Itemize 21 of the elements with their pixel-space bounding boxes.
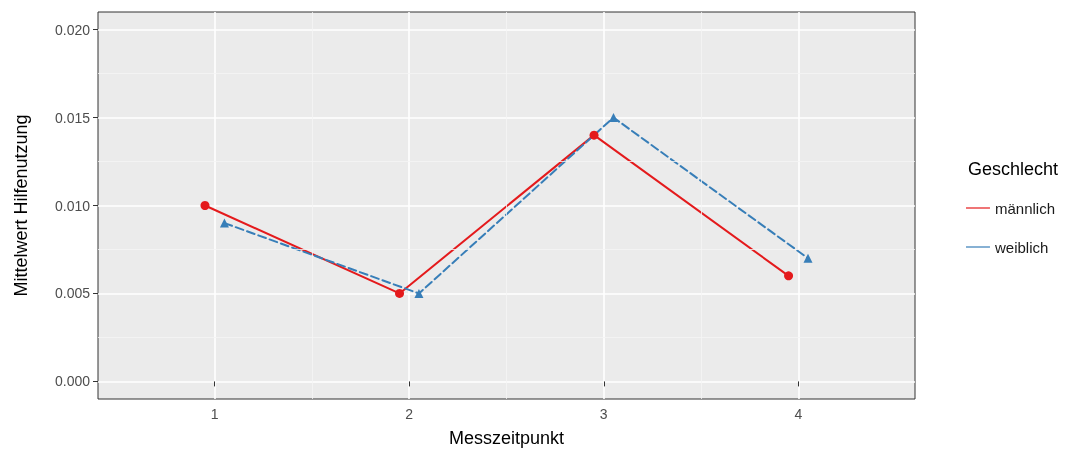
y-tick-label: 0.010 — [54, 197, 91, 214]
legend-title: Geschlecht — [967, 159, 1058, 179]
y-tick-label: 0.020 — [54, 21, 91, 38]
point — [200, 201, 210, 210]
point — [395, 288, 405, 298]
y-tick-label: 0.015 — [54, 109, 91, 126]
y-axis-title: Mittelwert Hilfenutzung — [11, 114, 31, 297]
point — [784, 271, 794, 281]
point — [414, 288, 424, 298]
legend-label: weiblich — [993, 238, 1049, 256]
y-tick-label: 0.005 — [54, 285, 91, 302]
x-axis-title: Messzeitpunkt — [448, 428, 565, 448]
x-tick-label: 1 — [210, 406, 219, 422]
point — [803, 253, 813, 263]
point — [219, 218, 229, 228]
y-tick-label: 0.000 — [54, 373, 91, 390]
x-tick-label: 2 — [405, 406, 414, 422]
legend-label: männlich — [994, 199, 1055, 217]
point — [589, 130, 599, 140]
x-tick-label: 3 — [599, 406, 608, 422]
x-tick-label: 4 — [794, 406, 803, 422]
